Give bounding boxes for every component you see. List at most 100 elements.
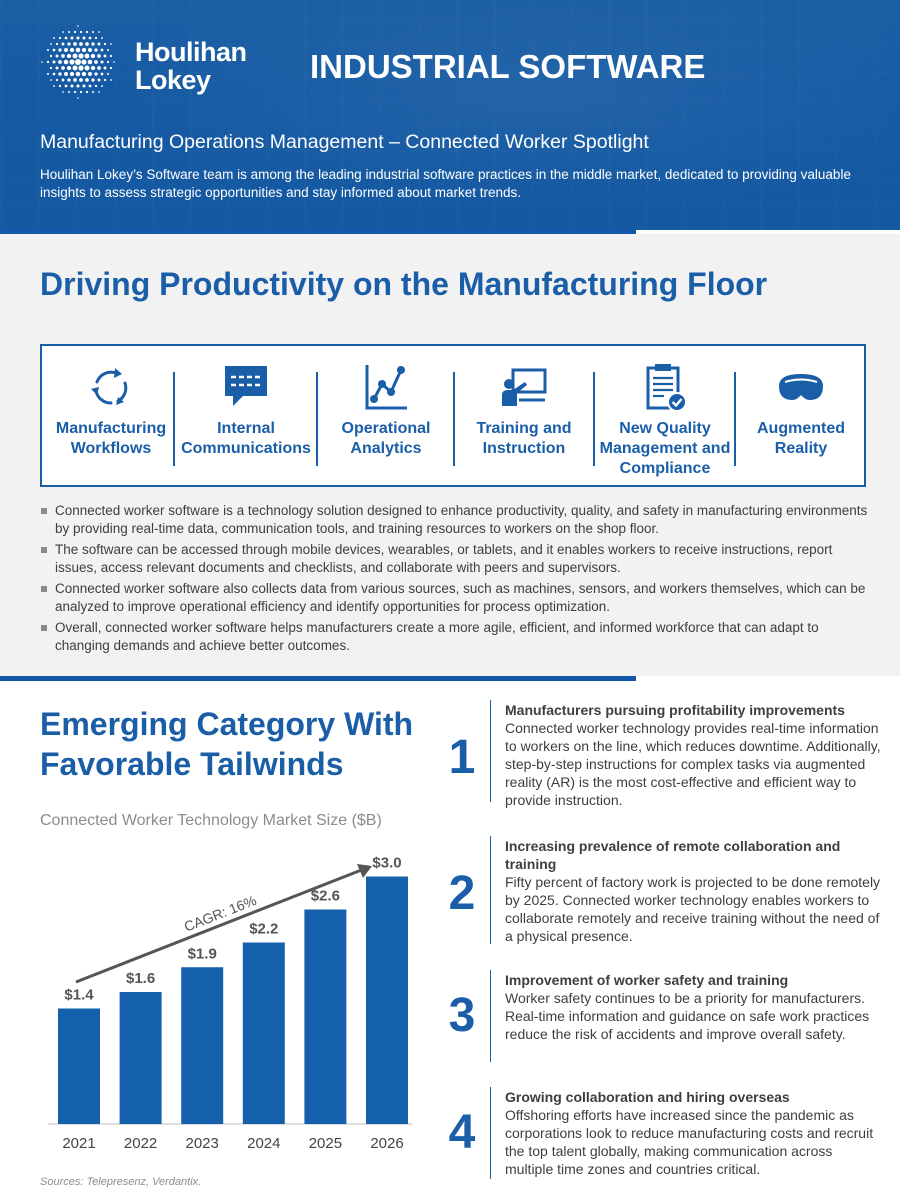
card-manufacturing-workflows: Manufacturing Workflows <box>46 346 176 485</box>
item-text: Manufacturers pursuing profitability imp… <box>505 701 883 809</box>
logo-dot <box>62 91 64 93</box>
logo-dot <box>73 78 77 82</box>
logo-dot <box>78 53 84 59</box>
card-quality-management: New Quality Management and Compliance <box>596 346 734 485</box>
tailwind-item-2: 2 Increasing prevalence of remote collab… <box>440 836 885 946</box>
logo-dot <box>61 42 65 46</box>
accent-bar-top <box>0 229 636 234</box>
bar-value-label: $2.6 <box>311 888 340 905</box>
page-title: INDUSTRIAL SOFTWARE <box>310 48 706 85</box>
logo-dot <box>77 25 79 27</box>
tailwind-item-4: 4 Growing collaboration and hiring overs… <box>440 1087 885 1179</box>
logo-dot <box>91 30 95 34</box>
logo-dot <box>69 71 75 77</box>
logo-dot <box>82 36 86 40</box>
x-tick-label: 2022 <box>124 1135 157 1152</box>
item-body: Fifty percent of factory work is project… <box>505 874 881 944</box>
logo-dot <box>100 60 104 64</box>
bar-value-label: $1.6 <box>126 970 155 987</box>
blue-overlay <box>0 0 900 230</box>
card-divider <box>453 372 455 466</box>
logo-dot <box>110 43 112 45</box>
logo-dot <box>109 66 113 70</box>
item-number: 4 <box>448 1106 476 1159</box>
logo-dot <box>103 66 107 70</box>
logo-dot <box>73 42 77 46</box>
logo-dot <box>100 72 104 76</box>
logo-dot <box>64 84 68 88</box>
logo-dot <box>106 48 110 52</box>
checklist-clipboard-icon <box>646 364 687 412</box>
bar <box>181 967 224 1124</box>
logo-dot <box>67 78 71 82</box>
logo-dot <box>69 59 75 65</box>
logo-dot <box>66 65 72 71</box>
logo-dot <box>67 90 71 94</box>
logo-dot <box>69 47 75 53</box>
logo-dot <box>106 72 110 76</box>
logo-dot <box>81 71 87 77</box>
item-divider <box>490 970 491 1062</box>
logo-dot <box>94 48 98 52</box>
logo-dot <box>53 37 55 39</box>
item-divider <box>490 1087 491 1179</box>
x-tick-label: 2024 <box>247 1135 280 1152</box>
logo-dot <box>62 31 64 33</box>
logo-dot <box>94 60 98 64</box>
item-divider <box>490 836 491 944</box>
bar-value-label: $2.2 <box>249 921 278 938</box>
logo-dot <box>79 30 83 34</box>
logo-dot <box>76 84 80 88</box>
logo-dot <box>63 59 69 65</box>
logo-dot <box>75 59 81 65</box>
logo-dot <box>88 48 92 52</box>
logo-dot <box>94 72 98 76</box>
accent-bar-mid <box>0 676 636 681</box>
sources-note: Sources: Telepresenz, Verdantix. <box>40 1176 202 1188</box>
card-label: Manufacturing Workflows <box>55 420 167 457</box>
logo-dot <box>94 84 98 88</box>
chart-title: Connected Worker Technology Market Size … <box>40 812 382 829</box>
bar <box>366 876 408 1124</box>
logo-dot <box>58 60 62 64</box>
logo-dot <box>66 53 72 59</box>
logo-dot <box>88 84 92 88</box>
logo-dot <box>61 78 65 82</box>
logo-dot <box>50 79 52 81</box>
bar <box>119 992 162 1124</box>
logo-dot <box>94 36 98 40</box>
logo-dot <box>106 60 110 64</box>
header-banner: Houlihan Lokey INDUSTRIAL SOFTWARE Manuf… <box>0 0 900 230</box>
logo-dot <box>49 66 53 70</box>
logo-dot <box>78 65 84 71</box>
bar-value-label: $1.9 <box>188 945 217 962</box>
tailwind-item-3: 3 Improvement of worker safety and train… <box>440 970 885 1062</box>
item-heading: Increasing prevalence of remote collabor… <box>505 838 841 872</box>
card-divider <box>316 372 318 466</box>
logo-dot <box>50 43 52 45</box>
logo-dot <box>97 78 101 82</box>
item-body: Connected worker technology provides rea… <box>505 720 881 808</box>
logo-dot <box>110 79 112 81</box>
logo-dot <box>64 72 68 76</box>
page-subtitle: Manufacturing Operations Management – Co… <box>40 131 649 153</box>
logo-dot <box>84 53 90 59</box>
x-tick-label: 2026 <box>370 1135 403 1152</box>
logo-dot <box>85 90 89 94</box>
x-tick-label: 2023 <box>186 1135 219 1152</box>
logo-dot <box>55 42 59 46</box>
bar <box>304 909 347 1124</box>
logo-dot <box>98 31 100 33</box>
logo-line-2: Lokey <box>135 65 211 95</box>
logo-dot <box>79 90 83 94</box>
bar-value-label: $3.0 <box>372 855 401 872</box>
logo-dot <box>53 85 55 87</box>
capability-cards: Manufacturing Workflows Internal Communi… <box>40 344 866 487</box>
cycle-arrows-icon <box>91 368 128 405</box>
logo-dot <box>72 65 78 71</box>
logo-dot <box>52 48 56 52</box>
cagr-arrowhead <box>357 864 372 878</box>
card-label: Augmented Reality <box>757 420 845 457</box>
logo-dot <box>76 36 80 40</box>
card-operational-analytics: Operational Analytics <box>318 346 454 485</box>
